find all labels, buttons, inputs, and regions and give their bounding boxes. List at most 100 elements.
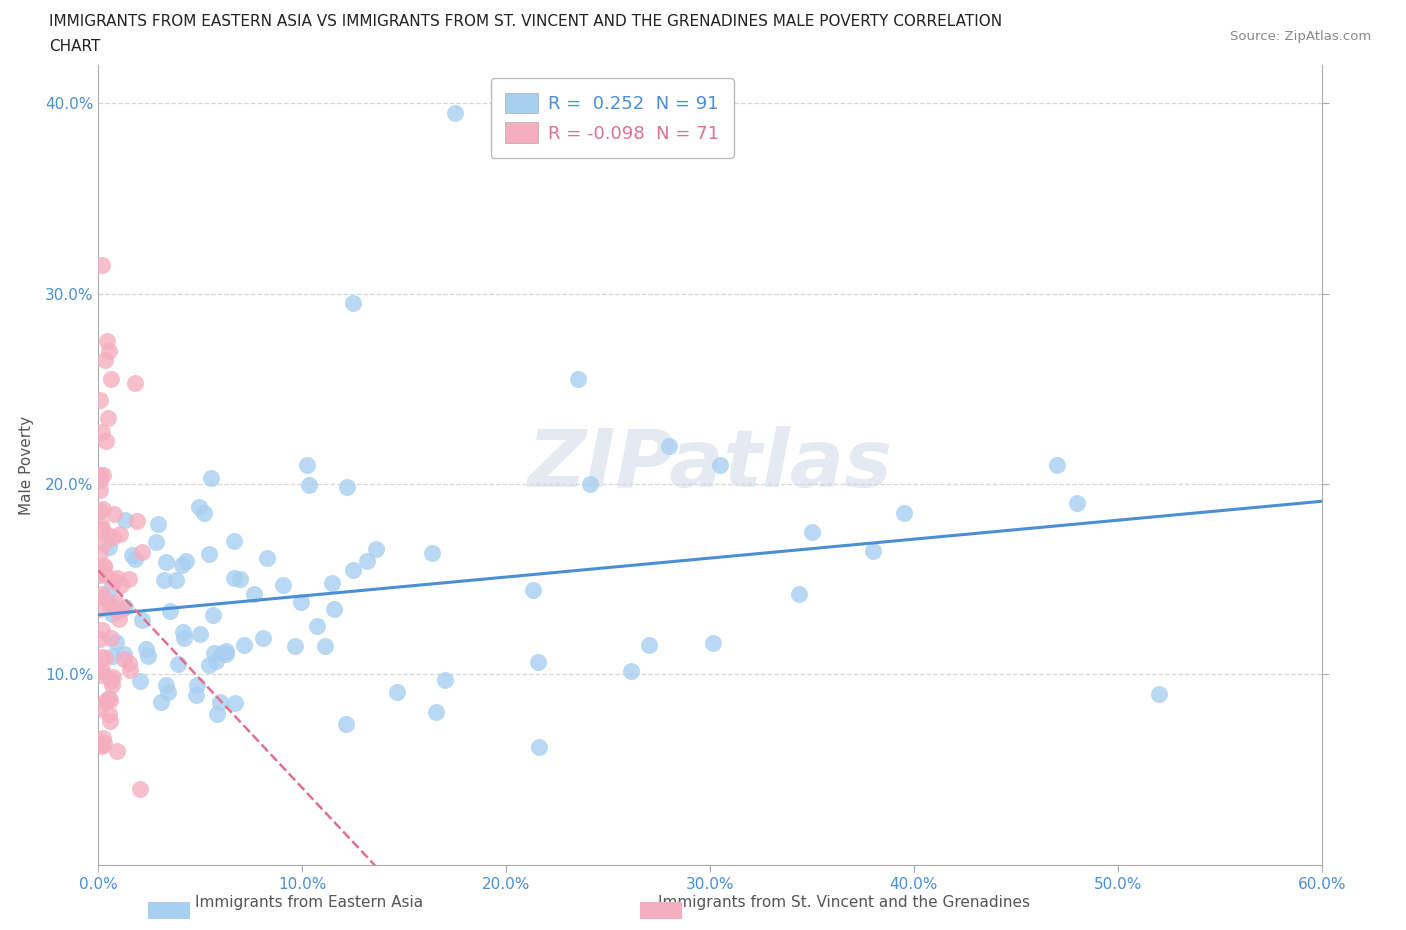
Point [89,668,111,683]
Point [146,517,169,532]
Point [103,506,125,521]
Point [93,560,115,575]
Point [96,692,118,707]
Point [128,781,150,796]
Point [90,738,112,753]
Point [135,642,157,657]
Point [90,424,112,439]
Point [100,671,122,686]
Point [323,601,346,616]
Point [90,587,112,602]
Point [1147,686,1170,701]
Point [342,296,364,311]
Point [186,678,208,693]
Point [100,673,122,688]
Point [91,522,114,537]
Point [366,541,388,556]
Text: Source: ZipAtlas.com: Source: ZipAtlas.com [1230,30,1371,43]
Legend: R =  0.252  N = 91, R = -0.098  N = 71: R = 0.252 N = 91, R = -0.098 N = 71 [491,78,734,158]
Point [1045,458,1069,472]
Point [91,622,114,637]
Point [204,654,226,669]
Point [420,545,443,560]
Point [295,458,318,472]
Point [89,602,111,617]
Point [336,479,359,494]
Point [233,638,256,653]
Point [298,478,321,493]
Point [801,525,824,539]
Point [89,467,111,482]
Point [97,343,120,358]
Point [1066,496,1088,511]
Point [176,554,198,569]
Point [124,376,146,391]
Point [97,528,120,543]
Point [101,599,124,614]
Point [229,572,252,587]
Point [243,587,266,602]
Point [108,611,131,626]
Point [702,635,724,650]
Point [529,739,551,754]
Point [165,573,187,588]
Point [167,657,190,671]
Point [105,743,128,758]
Point [101,677,124,692]
Point [101,648,124,663]
Text: ZIPatlas: ZIPatlas [527,426,893,504]
Point [527,655,550,670]
Y-axis label: Male Poverty: Male Poverty [18,416,34,514]
Point [211,645,233,660]
Text: IMMIGRANTS FROM EASTERN ASIA VS IMMIGRANTS FROM ST. VINCENT AND THE GRENADINES M: IMMIGRANTS FROM EASTERN ASIA VS IMMIGRAN… [49,14,1002,29]
Point [145,535,167,550]
Point [114,513,136,528]
Point [93,535,115,550]
Point [105,571,128,586]
Point [305,618,328,633]
Point [188,499,211,514]
Point [91,258,114,272]
Point [155,555,177,570]
Point [198,546,221,561]
Point [100,631,122,645]
Point [101,606,124,621]
Point [567,372,589,387]
Point [190,627,212,642]
Point [893,505,915,520]
Point [91,664,114,679]
Point [637,638,659,653]
Text: CHART: CHART [49,39,101,54]
Point [89,631,111,646]
Point [124,551,146,566]
Point [93,352,115,367]
Point [100,580,122,595]
Point [90,737,112,752]
Point [97,707,120,722]
Point [129,673,152,688]
Point [90,518,112,533]
Point [94,651,117,666]
Point [202,645,225,660]
Point [97,594,120,609]
Point [193,505,215,520]
Point [89,545,111,560]
Point [207,707,229,722]
Point [131,613,153,628]
Point [90,650,112,665]
Point [94,693,117,708]
Point [214,644,236,658]
Point [425,704,447,719]
Point [89,568,111,583]
Point [111,602,134,617]
Point [89,392,111,407]
Point [108,526,131,541]
Point [89,504,111,519]
Point [96,433,118,448]
Point [98,692,121,707]
Point [862,543,884,558]
Point [170,557,193,572]
Point [89,564,111,578]
Point [105,604,128,618]
Point [131,545,153,560]
